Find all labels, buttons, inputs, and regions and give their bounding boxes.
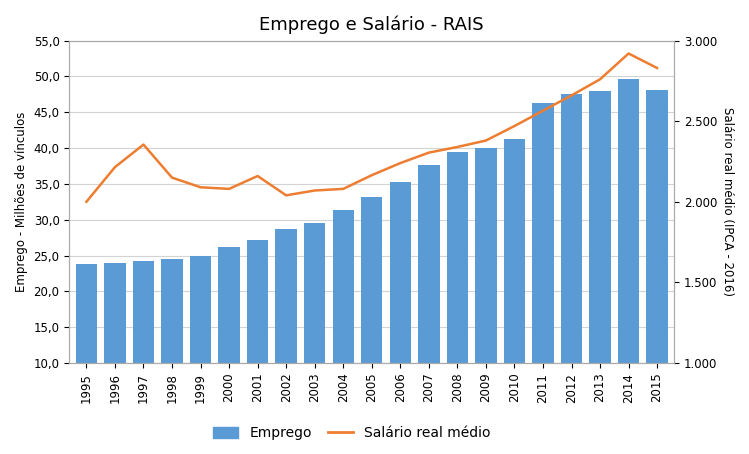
Line: Salário real médio: Salário real médio	[86, 54, 657, 202]
Bar	[533, 103, 554, 434]
Salário real médio	[367, 173, 376, 178]
Bar	[104, 263, 126, 434]
Bar	[161, 259, 183, 434]
Salário real médio	[196, 185, 205, 190]
Y-axis label: Salário real médio (IPCA - 2016): Salário real médio (IPCA - 2016)	[721, 107, 734, 296]
Bar	[475, 148, 497, 434]
Salário real médio	[510, 123, 519, 129]
Y-axis label: Emprego - Milhões de vínculos: Emprego - Milhões de vínculos	[15, 112, 28, 292]
Bar	[133, 261, 154, 434]
Bar	[589, 91, 610, 434]
Bar	[361, 197, 383, 434]
Salário real médio	[624, 51, 633, 56]
Bar	[276, 229, 297, 434]
Salário real médio	[282, 192, 291, 198]
Salário real médio	[253, 173, 262, 179]
Bar	[446, 153, 468, 434]
Salário real médio	[310, 188, 319, 193]
Salário real médio	[225, 186, 234, 192]
Bar	[76, 264, 97, 434]
Bar	[418, 165, 440, 434]
Salário real médio	[168, 175, 177, 180]
Salário real médio	[82, 199, 91, 204]
Bar	[646, 90, 668, 434]
Salário real médio	[425, 150, 434, 155]
Bar	[504, 139, 525, 434]
Salário real médio	[482, 138, 491, 143]
Bar	[189, 256, 211, 434]
Salário real médio	[139, 142, 148, 147]
Salário real médio	[539, 108, 548, 114]
Bar	[618, 79, 640, 434]
Salário real médio	[339, 186, 348, 192]
Bar	[219, 247, 240, 434]
Salário real médio	[453, 144, 462, 150]
Bar	[561, 94, 582, 434]
Title: Emprego e Salário - RAIS: Emprego e Salário - RAIS	[259, 15, 484, 34]
Bar	[389, 183, 411, 434]
Bar	[247, 240, 268, 434]
Bar	[304, 223, 325, 434]
Salário real médio	[110, 164, 119, 170]
Salário real médio	[567, 93, 576, 98]
Salário real médio	[652, 65, 661, 71]
Bar	[333, 210, 354, 434]
Legend: Emprego, Salário real médio: Emprego, Salário real médio	[206, 419, 498, 447]
Salário real médio	[595, 77, 604, 82]
Salário real médio	[395, 160, 404, 166]
